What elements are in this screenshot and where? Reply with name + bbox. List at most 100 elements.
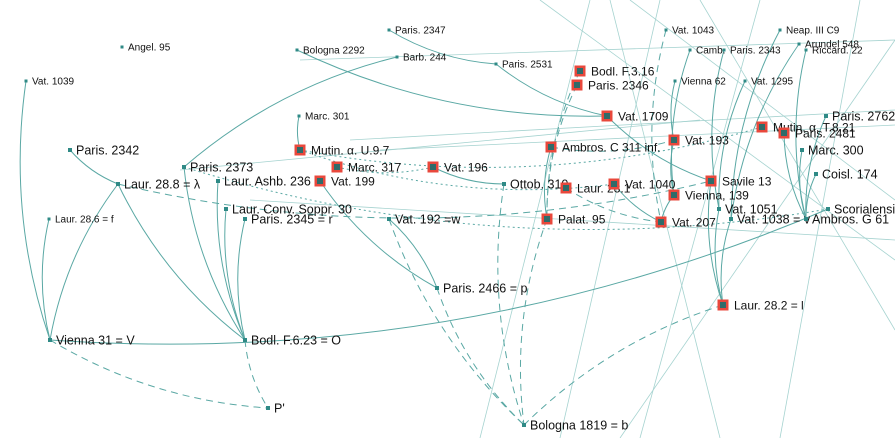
node-label: Paris. 2481 (795, 126, 856, 140)
node-marker (671, 137, 677, 143)
background-edge (539, 0, 895, 261)
node-vat1295[interactable]: Vat. 1295 (743, 77, 794, 88)
node-laur288[interactable]: Laur. 28.8 = λ (116, 178, 201, 192)
background-edge (629, 0, 895, 201)
node-paris2466[interactable]: Paris. 2466 = p (435, 282, 527, 296)
node-label: Laur. 28.8 = λ (124, 178, 201, 192)
node-vat192[interactable]: Vat. 192 =w (387, 213, 461, 227)
node-marker (182, 165, 186, 169)
node-vat1039[interactable]: Vat. 1039 (24, 77, 75, 88)
node-label: Mutin. α. U.9.7 (311, 143, 390, 157)
node-paris2373[interactable]: Paris. 2373 (182, 161, 253, 175)
node-marker (387, 217, 391, 221)
node-marker (781, 130, 787, 136)
background-edge (179, 119, 701, 171)
stemma-edge (117, 183, 246, 341)
node-palat95[interactable]: Palat. 95 (541, 212, 606, 226)
node-label: Bodl. F.6.23 = O (251, 334, 341, 348)
stemma-edge (523, 304, 724, 426)
stemma-edge (671, 49, 691, 196)
node-bodlf316[interactable]: Bodl. F.3.16 (574, 64, 655, 78)
node-marker (243, 217, 247, 221)
node-marker (673, 79, 677, 83)
node-paris2481[interactable]: Paris. 2481 (778, 126, 857, 140)
node-vat196[interactable]: Vat. 196 (427, 160, 489, 174)
node-riccard22[interactable]: Riccard. 22 (804, 46, 864, 57)
node-vienna31[interactable]: Vienna 31 = V (48, 334, 135, 348)
stemma-edge (388, 29, 497, 65)
node-label: Vat. 1039 (32, 77, 75, 88)
node-paris2762[interactable]: Paris. 2762 (824, 110, 895, 124)
node-marc301[interactable]: Marc. 301 (297, 112, 350, 123)
node-label: P' (274, 402, 285, 416)
node-barb244[interactable]: Barb. 244 (395, 53, 447, 64)
node-mutint821[interactable]: Mutin. α. T.8.21 (756, 120, 856, 134)
node-vat199[interactable]: Vat. 199 (314, 174, 376, 188)
stemma-edge (117, 180, 712, 219)
stemma-edge (718, 80, 746, 210)
node-label: Angel. 95 (128, 43, 171, 54)
node-marker (216, 179, 220, 183)
node-label: Laur. Conv. Soppr. 30 (232, 203, 352, 217)
node-bodlf623[interactable]: Bodl. F.6.23 = O (243, 334, 341, 348)
node-savile13[interactable]: Savile 13 (705, 174, 772, 188)
node-laurconv30[interactable]: Laur. Conv. Soppr. 30 (224, 203, 352, 217)
background-edge (299, 39, 895, 61)
node-vat1043[interactable]: Vat. 1043 (664, 26, 715, 37)
node-label: Savile 13 (722, 174, 772, 188)
stemma-edge (319, 180, 438, 289)
stemma-edge (183, 166, 829, 230)
node-vienna139[interactable]: Vienna, 139 (668, 188, 750, 202)
node-bologna2292[interactable]: Bologna 2292 (295, 46, 366, 57)
node-vienna62[interactable]: Vienna 62 (673, 77, 727, 88)
node-bologna1819[interactable]: Bologna 1819 = b (522, 419, 628, 433)
node-vat207[interactable]: Vat. 207 (655, 215, 717, 229)
node-scorialensis[interactable]: Scorialensis (826, 203, 895, 217)
stemma-edge (805, 115, 827, 220)
node-paris2347[interactable]: Paris. 2347 (387, 26, 447, 37)
stemma-edge (183, 166, 246, 341)
stemma-edge (19, 80, 51, 341)
node-marker (804, 217, 808, 221)
node-marker (387, 28, 391, 32)
node-angel95[interactable]: Angel. 95 (120, 43, 171, 54)
node-paris2346[interactable]: Paris. 2346 (571, 78, 650, 92)
node-laur286[interactable]: Laur. 28.6 = f (47, 215, 114, 226)
node-label: Paris. 2343 (730, 46, 781, 57)
node-neap3c9[interactable]: Neap. III C9 (778, 26, 840, 37)
node-arundel548[interactable]: Arundel 548 (797, 40, 860, 51)
node-vat1040[interactable]: Vat. 1040 (608, 177, 676, 191)
node-paris2531[interactable]: Paris. 2531 (494, 60, 554, 71)
node-pprime[interactable]: P' (266, 402, 285, 416)
node-marker (717, 207, 721, 211)
node-paris2342[interactable]: Paris. 2342 (68, 144, 139, 158)
node-ambrosc311[interactable]: Ambros. C 311 inf. (545, 140, 661, 154)
node-paris2345[interactable]: Paris. 2345 = r (243, 213, 333, 227)
stemma-edge (237, 218, 246, 341)
node-vat193[interactable]: Vat. 193 (668, 133, 730, 147)
node-label: Paris. 2466 = p (443, 282, 527, 296)
node-marc317[interactable]: Marc. 317 (331, 160, 402, 174)
background-edge (249, 199, 895, 241)
node-ottob310[interactable]: Ottob. 310 (502, 178, 568, 192)
node-ambrosg61[interactable]: Ambros. G 61 (804, 213, 889, 227)
node-camb[interactable]: Camb. (688, 46, 726, 57)
node-vat1709[interactable]: Vat. 1709 (601, 109, 669, 123)
node-label: Vienna 31 = V (56, 334, 135, 348)
node-marc300[interactable]: Marc. 300 (800, 144, 864, 158)
node-coisl174[interactable]: Coisl. 174 (814, 168, 878, 182)
node-label: Ambros. C 311 inf. (562, 140, 660, 154)
stemma-edge (495, 63, 608, 117)
node-vat1038[interactable]: Vat. 1038 = v (729, 213, 811, 227)
node-paris2343[interactable]: Paris. 2343 (722, 46, 782, 57)
node-mutinu97[interactable]: Mutin. α. U.9.7 (294, 143, 390, 157)
node-laur281[interactable]: Laur. 28.1 (560, 181, 631, 195)
node-laurashb236[interactable]: Laur. Ashb. 236 (216, 175, 311, 189)
stemma-edge (720, 218, 732, 306)
stemma-edge (707, 180, 724, 306)
edge-layer (19, 0, 895, 438)
background-edge (619, 39, 895, 438)
node-laur282[interactable]: Laur. 28.2 = l (717, 298, 804, 312)
stemma-edge (550, 139, 675, 152)
node-vat1051[interactable]: Vat. 1051 (717, 203, 778, 217)
